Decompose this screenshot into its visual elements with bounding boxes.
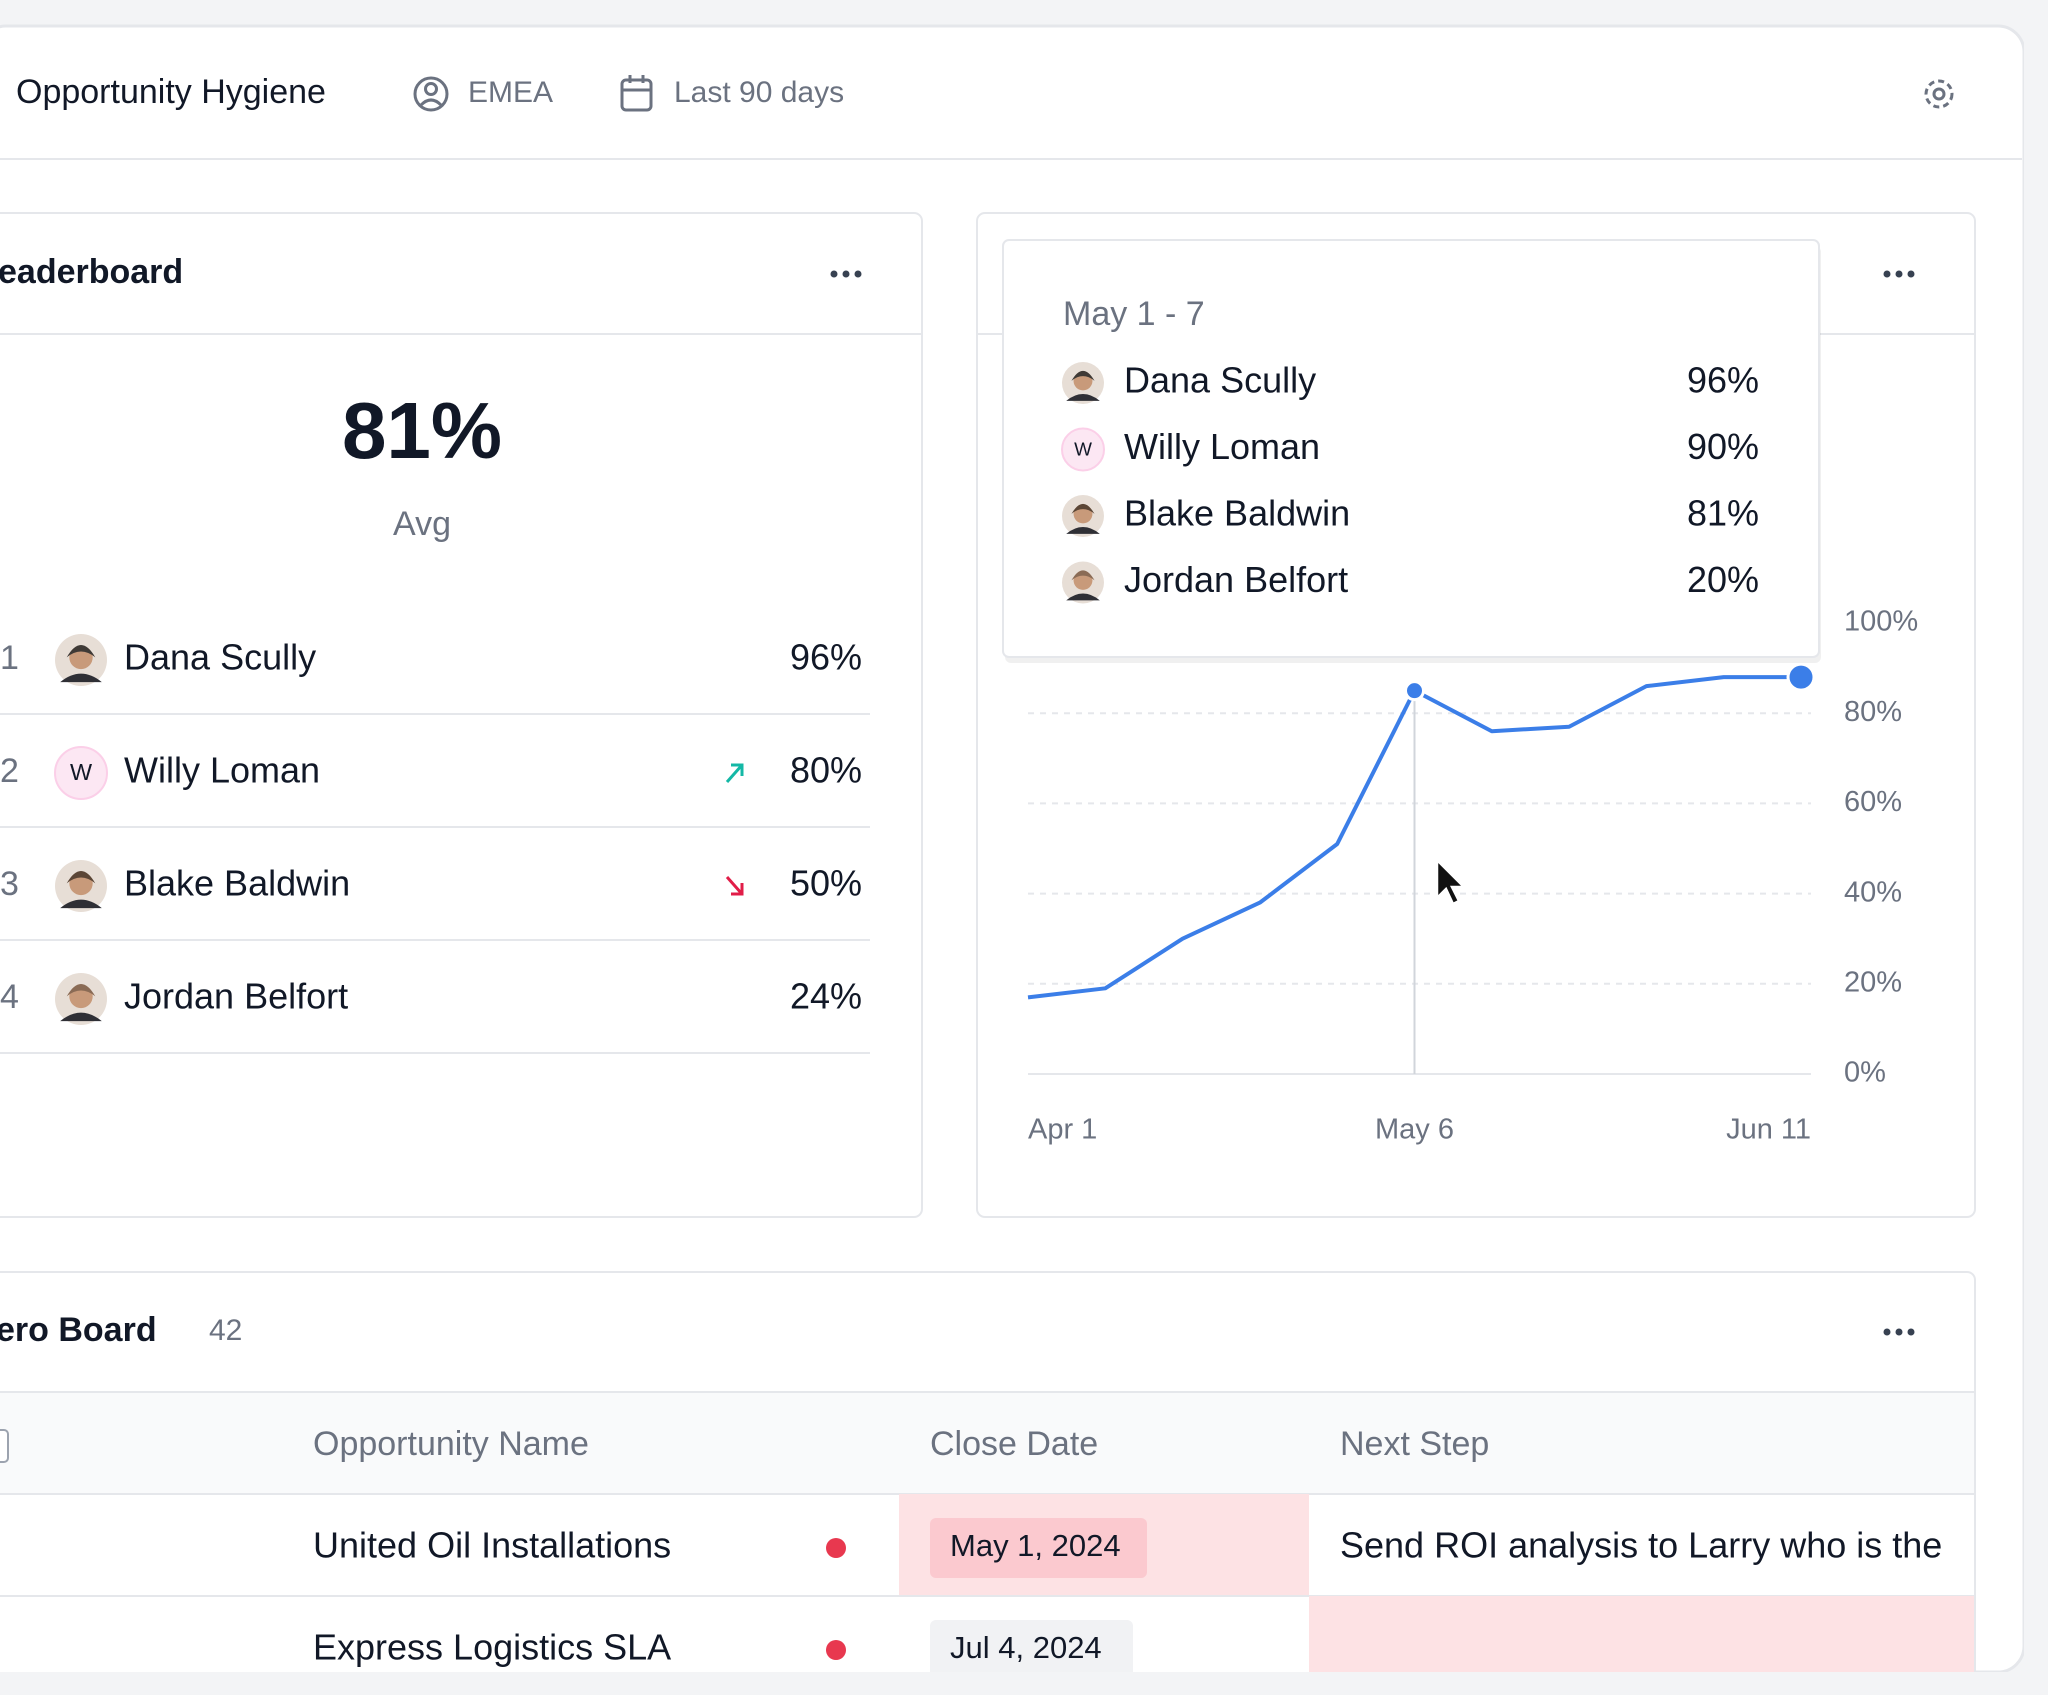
dot [1895, 270, 1903, 278]
tooltip-name: Dana Scully [1124, 360, 1316, 401]
trend-up-icon [725, 763, 744, 783]
close-date: Jul 4, 2024 [950, 1630, 1102, 1665]
trend-down-icon [725, 876, 744, 896]
avatar [54, 746, 108, 800]
avatar-body [1066, 593, 1100, 601]
dot [1883, 1328, 1891, 1336]
settings-button[interactable] [1924, 79, 1954, 109]
tooltip-name: Jordan Belfort [1124, 559, 1348, 600]
more-button[interactable] [1883, 1328, 1915, 1336]
rank: 3 [0, 865, 19, 903]
rank: 4 [0, 978, 19, 1016]
page-title: Opportunity Hygiene [16, 73, 326, 111]
more-button[interactable] [830, 270, 862, 278]
tooltip [1002, 239, 1820, 658]
table-count: 42 [209, 1314, 242, 1347]
y-tick-label: 0% [1844, 1057, 1886, 1089]
name: Jordan Belfort [124, 976, 348, 1017]
dot [1895, 1328, 1903, 1336]
avatar-initial: W [70, 759, 92, 785]
select-all-checkbox[interactable] [0, 1429, 9, 1463]
region-label: EMEA [468, 76, 553, 109]
avatar-hair [1071, 370, 1095, 381]
y-tick-label: 100% [1844, 606, 1918, 638]
score: 50% [790, 863, 862, 904]
avatar-hair [66, 984, 96, 997]
dot [842, 270, 850, 278]
avatar-hair [1071, 570, 1095, 581]
table-title: ero Board [0, 1311, 157, 1349]
dot [1907, 1328, 1915, 1336]
avatar-body [60, 899, 102, 909]
status-dot [826, 1640, 846, 1660]
next-step: Send ROI analysis to Larry who is the [1340, 1525, 1942, 1566]
tooltip-title: May 1 - 7 [1063, 295, 1205, 333]
avatar-initial: W [1074, 440, 1092, 461]
name: Willy Loman [124, 750, 320, 791]
avatar-hair [66, 871, 96, 884]
table-header-row [0, 1392, 1974, 1494]
tooltip-value: 90% [1687, 426, 1759, 467]
x-tick-label: Jun 11 [1726, 1114, 1811, 1146]
more-button[interactable] [1883, 270, 1915, 278]
calendar-icon [620, 78, 653, 112]
mouse-cursor [1435, 856, 1468, 906]
opportunity-name: Express Logistics SLA [313, 1627, 671, 1668]
avatar-body [1066, 394, 1100, 401]
dot [830, 270, 838, 278]
name: Dana Scully [124, 637, 316, 678]
y-tick-label: 20% [1844, 966, 1902, 998]
tooltip-value: 96% [1687, 360, 1759, 401]
rank: 1 [0, 639, 19, 677]
user-icon-body [419, 98, 443, 107]
column-header: Close Date [930, 1425, 1098, 1463]
column-header: Opportunity Name [313, 1425, 589, 1463]
end-point [1786, 662, 1816, 692]
name: Blake Baldwin [124, 863, 350, 904]
column-header: Next Step [1340, 1425, 1489, 1463]
avatar-body [60, 673, 102, 683]
dot [1883, 270, 1891, 278]
period-label: Last 90 days [674, 76, 844, 109]
rank: 2 [0, 752, 19, 790]
backdrop [0, 1672, 2048, 1695]
backdrop [2024, 0, 2048, 1695]
y-tick-label: 60% [1844, 786, 1902, 818]
avatar-hair [1071, 503, 1095, 514]
card-title: eaderboard [0, 253, 183, 291]
date-badge [930, 1518, 1147, 1578]
tooltip-value: 20% [1687, 559, 1759, 600]
close-date: May 1, 2024 [950, 1528, 1121, 1563]
average-value: 81% [342, 386, 502, 475]
average-label: Avg [393, 505, 451, 543]
region-filter[interactable]: EMEA [413, 76, 553, 112]
date-badge [930, 1620, 1133, 1680]
score: 24% [790, 976, 862, 1017]
y-tick-label: 80% [1844, 696, 1902, 728]
x-tick-label: May 6 [1375, 1114, 1454, 1146]
tooltip-value: 81% [1687, 493, 1759, 534]
gear-outer [1924, 79, 1954, 109]
tooltip-name: Blake Baldwin [1124, 493, 1350, 534]
hover-point [1404, 680, 1425, 702]
avatar-hair [66, 645, 96, 658]
avatar-body [1066, 527, 1100, 534]
user-icon [413, 76, 449, 112]
dot [1907, 270, 1915, 278]
period-filter[interactable]: Last 90 days [620, 75, 844, 112]
opportunity-name: United Oil Installations [313, 1525, 671, 1566]
score: 96% [790, 637, 862, 678]
gear-inner [1932, 87, 1946, 101]
dot [854, 270, 862, 278]
status-dot [826, 1538, 846, 1558]
user-icon-head [424, 82, 438, 96]
tooltip-name: Willy Loman [1124, 426, 1320, 467]
avatar [1061, 427, 1105, 472]
y-tick-label: 40% [1844, 876, 1902, 908]
score: 80% [790, 750, 862, 791]
avatar-body [60, 1012, 102, 1022]
x-tick-label: Apr 1 [1028, 1114, 1097, 1146]
